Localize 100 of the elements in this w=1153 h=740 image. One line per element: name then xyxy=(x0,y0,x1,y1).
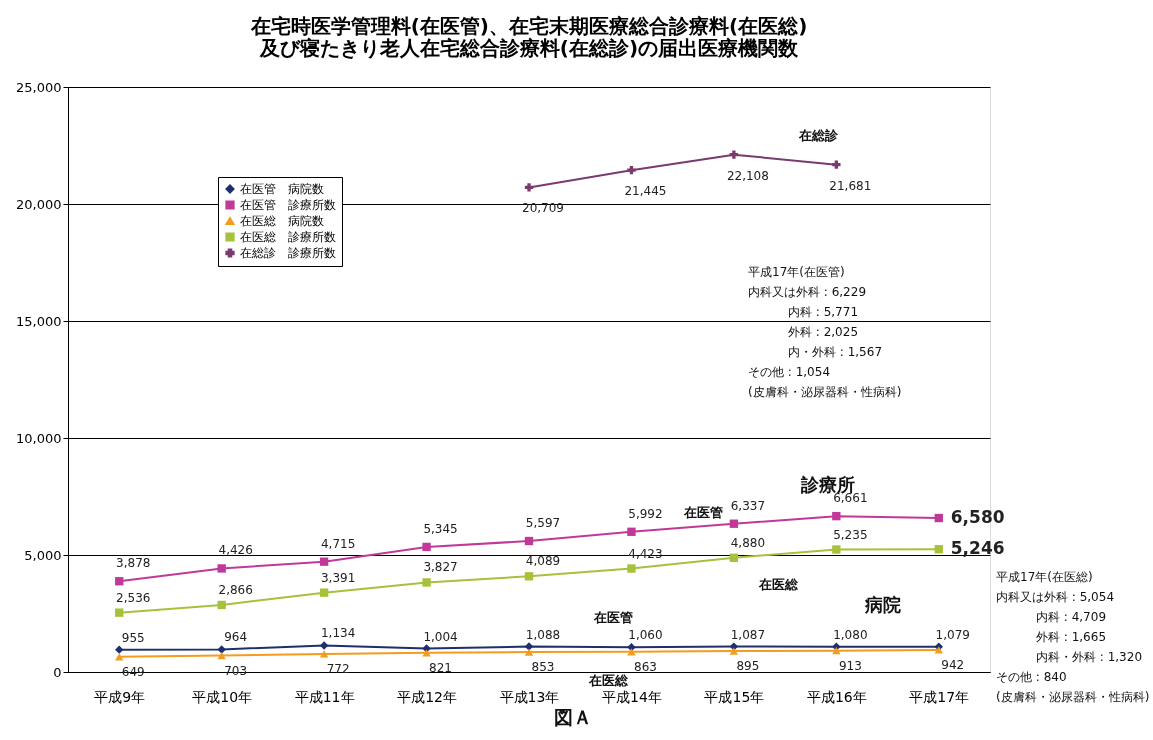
point xyxy=(422,542,431,552)
point xyxy=(832,511,841,521)
point xyxy=(524,648,534,656)
data-label: 913 xyxy=(838,658,862,673)
x-tick-label: 平成9年 xyxy=(94,688,146,705)
data-label: 21,445 xyxy=(624,184,667,199)
x-tick-label: 平成10年 xyxy=(192,688,253,705)
x-tick-label: 平成15年 xyxy=(704,688,765,705)
annotation: 在医管 xyxy=(682,505,723,520)
text: 及び寝たきり老人在宅総合診療料(在総診)の届出医療機関数 xyxy=(259,36,799,60)
point xyxy=(934,545,943,554)
data-label: 942 xyxy=(941,657,965,672)
y-tick-label: 15,000 xyxy=(16,313,62,329)
point xyxy=(319,557,329,566)
text: 平成17年(在医総) 内科又は外科 : 5,054 内科 : 4,709 外科 : 1,665 内科・外科 : 1,320 その他 : 840 (皮膚科・泌尿器科・性病科) xyxy=(996,570,1150,704)
x-tick-label: 平成17年 xyxy=(909,688,970,705)
text: 在宅時医学管理料(在医管)、在宅末期医療総合診療料(在医総) xyxy=(250,14,808,38)
data-label: 5,992 xyxy=(628,506,663,521)
point xyxy=(934,513,943,523)
y-tick-label: 20,000 xyxy=(16,196,62,212)
text: 在医総 xyxy=(587,673,629,688)
x-tick-label: 平成16年 xyxy=(806,688,867,705)
data-label: 5,235 xyxy=(833,527,868,542)
y-tick-label: 5,000 xyxy=(24,547,62,563)
y-tick-label: 0 xyxy=(53,664,62,680)
point xyxy=(319,641,329,650)
text: 図Ａ xyxy=(554,706,592,728)
annotation: 病院 xyxy=(864,594,901,615)
data-label: 4,880 xyxy=(730,535,766,550)
point xyxy=(524,536,534,546)
point xyxy=(115,577,124,586)
point xyxy=(217,645,226,654)
data-label: 895 xyxy=(736,659,760,674)
point xyxy=(115,653,124,661)
data-label: 22,108 xyxy=(726,168,769,183)
point xyxy=(422,578,431,587)
point xyxy=(524,183,534,192)
y-tick-label: 25,000 xyxy=(16,79,62,95)
data-label: 2,536 xyxy=(116,590,151,605)
data-label: 2,866 xyxy=(218,582,253,597)
data-label: 3,827 xyxy=(423,560,458,575)
data-label: 1,134 xyxy=(320,626,356,641)
point xyxy=(729,150,739,159)
point xyxy=(217,651,226,660)
data-label: 5,597 xyxy=(525,516,561,531)
point xyxy=(217,564,226,573)
annotation: 診療所 xyxy=(800,474,855,495)
point xyxy=(115,645,124,654)
data-label: 1,079 xyxy=(935,627,970,642)
data-label: 6,580 xyxy=(950,507,1005,528)
data-label: 955 xyxy=(121,630,145,645)
point xyxy=(524,572,534,581)
data-label: 1,004 xyxy=(423,629,458,644)
legend-label: 在総診 診療所数 xyxy=(240,246,336,260)
annotation: 在総診 xyxy=(797,128,839,143)
data-label: 21,681 xyxy=(829,178,872,193)
point xyxy=(729,647,739,655)
data-label: 1,080 xyxy=(833,627,868,642)
point xyxy=(729,519,739,528)
point xyxy=(319,650,329,658)
data-label: 3,391 xyxy=(320,570,356,585)
point xyxy=(217,600,226,610)
point xyxy=(934,646,943,654)
data-label: 6,337 xyxy=(730,498,766,513)
x-tick-label: 平成14年 xyxy=(602,688,662,705)
data-label: 20,709 xyxy=(522,201,564,216)
data-label: 5,345 xyxy=(423,521,458,536)
point xyxy=(627,166,636,175)
point xyxy=(627,527,636,536)
data-label: 853 xyxy=(531,660,555,675)
data-label: 4,426 xyxy=(218,543,253,558)
point xyxy=(832,160,841,169)
legend-label: 在医管 診療所数 xyxy=(240,198,336,212)
annotation: 在医総 xyxy=(757,577,799,592)
data-label: 1,088 xyxy=(525,627,561,642)
data-label: 3,878 xyxy=(116,556,151,571)
data-label: 4,089 xyxy=(525,554,561,569)
data-label: 1,087 xyxy=(730,627,766,642)
data-label: 1,060 xyxy=(628,628,663,643)
y-tick-label: 10,000 xyxy=(16,430,62,446)
legend-label: 在医管 病院数 xyxy=(240,182,324,196)
data-label: 863 xyxy=(633,659,657,674)
data-label: 5,246 xyxy=(950,538,1005,559)
data-label: 964 xyxy=(224,630,248,645)
point xyxy=(832,545,841,554)
point xyxy=(627,648,636,656)
x-tick-label: 平成11年 xyxy=(294,688,355,705)
data-label: 4,715 xyxy=(320,536,356,551)
legend-label: 在医総 診療所数 xyxy=(240,230,336,244)
point xyxy=(627,564,636,573)
data-label: 821 xyxy=(429,660,453,675)
point xyxy=(422,649,431,657)
annotation: 平成17年(在医管) 内科又は外科 : 6,229 内科 : 5,771 外科 : 2,025 内・外科 : 1,567 その他 : 1,054 (皮膚科・泌尿器科・性病科) xyxy=(748,265,902,399)
point xyxy=(729,553,739,562)
annotation: 在医管 xyxy=(592,610,633,625)
point xyxy=(115,608,124,617)
point xyxy=(319,588,329,597)
legend-label: 在医総 病院数 xyxy=(240,214,324,228)
x-tick-label: 平成12年 xyxy=(397,688,457,705)
x-tick-label: 平成13年 xyxy=(499,688,560,705)
